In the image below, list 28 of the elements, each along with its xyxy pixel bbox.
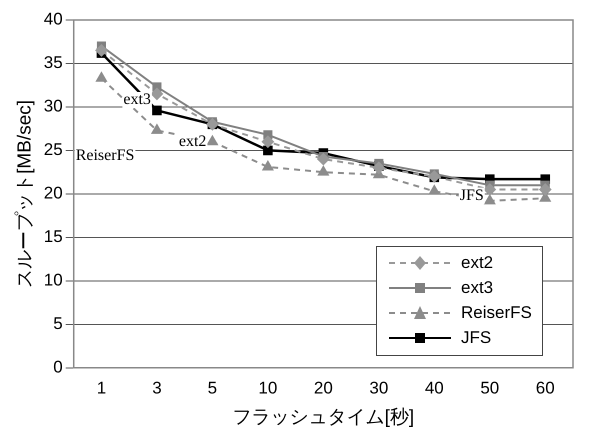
legend-label: ReiserFS [461,303,532,324]
x-tick-label: 1 [96,378,106,398]
annotation: ext3 [123,91,151,108]
annotation: JFS [460,186,484,204]
y-tick-label: 20 [44,184,63,203]
y-tick-label: 25 [44,140,63,160]
x-tick-label: 20 [314,378,333,398]
y-tick-label: 5 [53,314,63,334]
annotation: ReiserFS [76,146,134,164]
x-tick-label: 40 [424,378,444,398]
x-tick-label: 5 [208,378,218,398]
x-tick-label: 60 [536,378,555,398]
x-tick-label: 3 [152,378,162,398]
y-tick-label: 0 [53,357,63,376]
y-axis-title: スループット[MB/sec] [14,100,36,288]
x-axis-title: フラッシュタイム[秒] [232,406,414,428]
y-tick-label: 15 [44,227,63,246]
legend-label: ext3 [461,278,494,298]
y-tick-label: 30 [44,96,63,116]
annotation: ext2 [178,132,206,150]
x-tick-label: 50 [480,378,500,398]
y-tick-label: 40 [44,10,63,29]
legend-label: ext2 [461,253,494,274]
y-tick-label: 35 [44,53,63,72]
x-tick-label: 30 [369,378,388,398]
legend-label: JFS [461,328,492,348]
y-tick-label: 10 [44,270,63,290]
x-tick-label: 10 [258,378,278,398]
